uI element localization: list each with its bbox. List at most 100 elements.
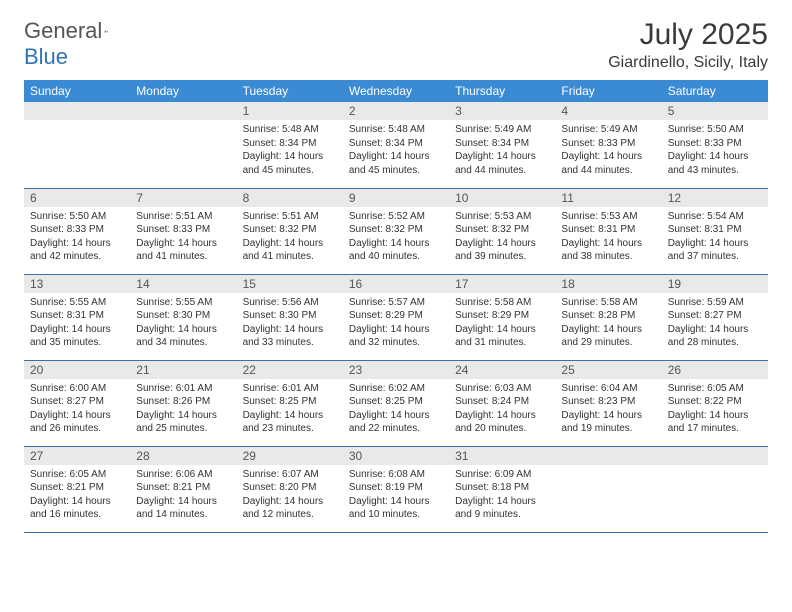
day-body: [130, 120, 236, 127]
day-body: Sunrise: 5:57 AMSunset: 8:29 PMDaylight:…: [343, 293, 449, 354]
month-title: July 2025: [608, 18, 768, 52]
day-number: 9: [343, 189, 449, 207]
calendar-table: SundayMondayTuesdayWednesdayThursdayFrid…: [24, 80, 768, 533]
day-number: 14: [130, 275, 236, 293]
calendar-day-cell: 14Sunrise: 5:55 AMSunset: 8:30 PMDayligh…: [130, 274, 236, 360]
brand-part2: Blue: [24, 44, 68, 69]
day-body: Sunrise: 6:06 AMSunset: 8:21 PMDaylight:…: [130, 465, 236, 526]
day-body: Sunrise: 5:50 AMSunset: 8:33 PMDaylight:…: [662, 120, 768, 181]
day-number: [555, 447, 661, 465]
day-number: 16: [343, 275, 449, 293]
day-number: [662, 447, 768, 465]
day-body: Sunrise: 5:49 AMSunset: 8:34 PMDaylight:…: [449, 120, 555, 181]
day-body: Sunrise: 5:58 AMSunset: 8:28 PMDaylight:…: [555, 293, 661, 354]
calendar-day-cell: 6Sunrise: 5:50 AMSunset: 8:33 PMDaylight…: [24, 188, 130, 274]
calendar-day-cell: 2Sunrise: 5:48 AMSunset: 8:34 PMDaylight…: [343, 102, 449, 188]
calendar-day-cell: 10Sunrise: 5:53 AMSunset: 8:32 PMDayligh…: [449, 188, 555, 274]
brand-part2-wrap: Blue: [24, 44, 68, 70]
day-number: 3: [449, 102, 555, 120]
calendar-day-cell: 27Sunrise: 6:05 AMSunset: 8:21 PMDayligh…: [24, 446, 130, 532]
day-body: Sunrise: 5:59 AMSunset: 8:27 PMDaylight:…: [662, 293, 768, 354]
calendar-day-cell: 24Sunrise: 6:03 AMSunset: 8:24 PMDayligh…: [449, 360, 555, 446]
calendar-day-cell: 13Sunrise: 5:55 AMSunset: 8:31 PMDayligh…: [24, 274, 130, 360]
day-body: Sunrise: 5:55 AMSunset: 8:30 PMDaylight:…: [130, 293, 236, 354]
day-body: Sunrise: 6:02 AMSunset: 8:25 PMDaylight:…: [343, 379, 449, 440]
calendar-week-row: 6Sunrise: 5:50 AMSunset: 8:33 PMDaylight…: [24, 188, 768, 274]
day-body: [555, 465, 661, 472]
day-body: Sunrise: 5:50 AMSunset: 8:33 PMDaylight:…: [24, 207, 130, 268]
location: Giardinello, Sicily, Italy: [608, 54, 768, 72]
brand-logo: General: [24, 18, 128, 44]
calendar-day-cell: 11Sunrise: 5:53 AMSunset: 8:31 PMDayligh…: [555, 188, 661, 274]
day-number: 22: [237, 361, 343, 379]
brand-part1: General: [24, 18, 102, 44]
calendar-week-row: 13Sunrise: 5:55 AMSunset: 8:31 PMDayligh…: [24, 274, 768, 360]
day-body: [662, 465, 768, 472]
calendar-day-cell: 15Sunrise: 5:56 AMSunset: 8:30 PMDayligh…: [237, 274, 343, 360]
day-body: Sunrise: 5:54 AMSunset: 8:31 PMDaylight:…: [662, 207, 768, 268]
day-number: 13: [24, 275, 130, 293]
calendar-week-row: 20Sunrise: 6:00 AMSunset: 8:27 PMDayligh…: [24, 360, 768, 446]
calendar-day-cell: 7Sunrise: 5:51 AMSunset: 8:33 PMDaylight…: [130, 188, 236, 274]
weekday-header: Wednesday: [343, 80, 449, 102]
calendar-day-cell: 4Sunrise: 5:49 AMSunset: 8:33 PMDaylight…: [555, 102, 661, 188]
brand-triangle-icon: [104, 22, 108, 40]
day-body: Sunrise: 5:52 AMSunset: 8:32 PMDaylight:…: [343, 207, 449, 268]
day-body: Sunrise: 5:51 AMSunset: 8:33 PMDaylight:…: [130, 207, 236, 268]
calendar-day-cell: 5Sunrise: 5:50 AMSunset: 8:33 PMDaylight…: [662, 102, 768, 188]
day-number: 25: [555, 361, 661, 379]
calendar-day-cell: 22Sunrise: 6:01 AMSunset: 8:25 PMDayligh…: [237, 360, 343, 446]
day-body: Sunrise: 6:01 AMSunset: 8:25 PMDaylight:…: [237, 379, 343, 440]
weekday-header: Friday: [555, 80, 661, 102]
calendar-head: SundayMondayTuesdayWednesdayThursdayFrid…: [24, 80, 768, 102]
calendar-empty-cell: [130, 102, 236, 188]
day-number: [24, 102, 130, 120]
calendar-empty-cell: [555, 446, 661, 532]
day-body: Sunrise: 5:48 AMSunset: 8:34 PMDaylight:…: [237, 120, 343, 181]
day-body: Sunrise: 5:49 AMSunset: 8:33 PMDaylight:…: [555, 120, 661, 181]
day-number: 24: [449, 361, 555, 379]
day-body: Sunrise: 5:58 AMSunset: 8:29 PMDaylight:…: [449, 293, 555, 354]
day-number: 26: [662, 361, 768, 379]
day-number: 6: [24, 189, 130, 207]
day-number: 30: [343, 447, 449, 465]
calendar-day-cell: 31Sunrise: 6:09 AMSunset: 8:18 PMDayligh…: [449, 446, 555, 532]
day-body: Sunrise: 6:01 AMSunset: 8:26 PMDaylight:…: [130, 379, 236, 440]
day-number: 27: [24, 447, 130, 465]
day-number: 21: [130, 361, 236, 379]
day-body: Sunrise: 5:53 AMSunset: 8:32 PMDaylight:…: [449, 207, 555, 268]
day-body: Sunrise: 5:56 AMSunset: 8:30 PMDaylight:…: [237, 293, 343, 354]
calendar-day-cell: 29Sunrise: 6:07 AMSunset: 8:20 PMDayligh…: [237, 446, 343, 532]
day-number: 23: [343, 361, 449, 379]
calendar-day-cell: 12Sunrise: 5:54 AMSunset: 8:31 PMDayligh…: [662, 188, 768, 274]
day-number: 10: [449, 189, 555, 207]
header: General July 2025 Giardinello, Sicily, I…: [24, 18, 768, 72]
calendar-day-cell: 18Sunrise: 5:58 AMSunset: 8:28 PMDayligh…: [555, 274, 661, 360]
day-number: 7: [130, 189, 236, 207]
day-body: Sunrise: 6:00 AMSunset: 8:27 PMDaylight:…: [24, 379, 130, 440]
day-number: 28: [130, 447, 236, 465]
calendar-day-cell: 19Sunrise: 5:59 AMSunset: 8:27 PMDayligh…: [662, 274, 768, 360]
calendar-day-cell: 26Sunrise: 6:05 AMSunset: 8:22 PMDayligh…: [662, 360, 768, 446]
calendar-day-cell: 1Sunrise: 5:48 AMSunset: 8:34 PMDaylight…: [237, 102, 343, 188]
calendar-day-cell: 23Sunrise: 6:02 AMSunset: 8:25 PMDayligh…: [343, 360, 449, 446]
day-body: Sunrise: 6:09 AMSunset: 8:18 PMDaylight:…: [449, 465, 555, 526]
day-number: 17: [449, 275, 555, 293]
calendar-empty-cell: [24, 102, 130, 188]
day-number: 1: [237, 102, 343, 120]
day-body: [24, 120, 130, 127]
calendar-week-row: 27Sunrise: 6:05 AMSunset: 8:21 PMDayligh…: [24, 446, 768, 532]
day-body: Sunrise: 6:05 AMSunset: 8:22 PMDaylight:…: [662, 379, 768, 440]
day-number: 20: [24, 361, 130, 379]
calendar-day-cell: 9Sunrise: 5:52 AMSunset: 8:32 PMDaylight…: [343, 188, 449, 274]
calendar-week-row: 1Sunrise: 5:48 AMSunset: 8:34 PMDaylight…: [24, 102, 768, 188]
day-number: 15: [237, 275, 343, 293]
day-body: Sunrise: 5:51 AMSunset: 8:32 PMDaylight:…: [237, 207, 343, 268]
calendar-empty-cell: [662, 446, 768, 532]
day-body: Sunrise: 6:04 AMSunset: 8:23 PMDaylight:…: [555, 379, 661, 440]
day-body: Sunrise: 5:55 AMSunset: 8:31 PMDaylight:…: [24, 293, 130, 354]
day-number: 18: [555, 275, 661, 293]
calendar-day-cell: 21Sunrise: 6:01 AMSunset: 8:26 PMDayligh…: [130, 360, 236, 446]
calendar-day-cell: 17Sunrise: 5:58 AMSunset: 8:29 PMDayligh…: [449, 274, 555, 360]
day-number: 31: [449, 447, 555, 465]
